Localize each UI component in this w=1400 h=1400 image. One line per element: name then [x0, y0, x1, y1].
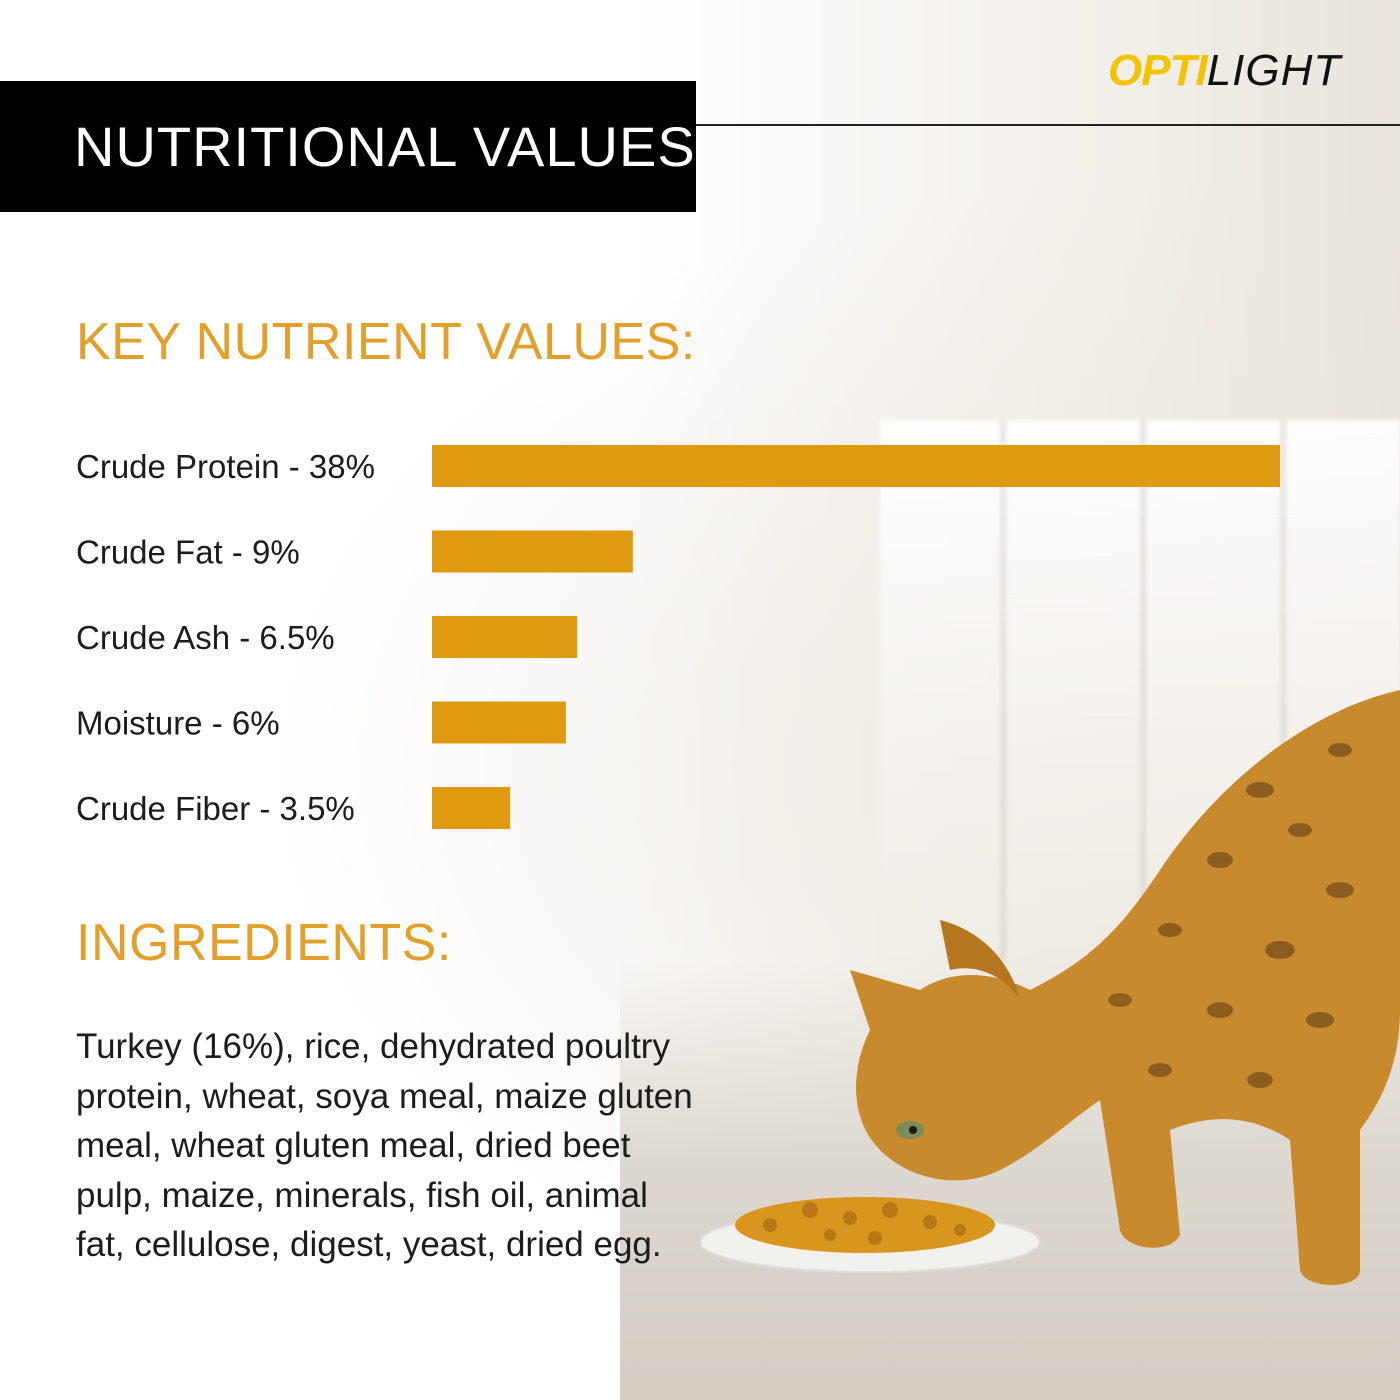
- header-rule: [696, 124, 1400, 126]
- header-banner: NUTRITIONAL VALUES: [0, 81, 696, 212]
- page-title: NUTRITIONAL VALUES: [74, 115, 696, 178]
- bar: [432, 530, 633, 573]
- logo-light: LIGHT: [1206, 46, 1342, 95]
- bar-label: Crude Ash - 6.5%: [76, 619, 335, 656]
- bar: [432, 787, 511, 829]
- key-nutrients-title: KEY NUTRIENT VALUES:: [76, 313, 696, 371]
- bar-label: Crude Protein - 38%: [76, 448, 375, 485]
- bar-label: Crude Fat - 9%: [76, 534, 300, 571]
- logo-opti: OPTI: [1108, 46, 1208, 95]
- nutrient-bar-chart: Crude Protein - 38% Crude Fat - 9% Crude A…: [76, 445, 1280, 829]
- cat-eating-photo: [700, 690, 1400, 1285]
- ingredients-text: Turkey (16%), rice, dehydrated poultry p…: [76, 1027, 693, 1264]
- bar: [432, 701, 566, 744]
- bar-label: Crude Fiber - 3.5%: [76, 790, 355, 827]
- bar-label: Moisture - 6%: [76, 705, 280, 742]
- bar: [432, 616, 578, 658]
- opti-light-logo: OPTILIGHT: [1108, 46, 1341, 96]
- ingredients-title: INGREDIENTS:: [76, 914, 452, 972]
- bar: [432, 445, 1280, 487]
